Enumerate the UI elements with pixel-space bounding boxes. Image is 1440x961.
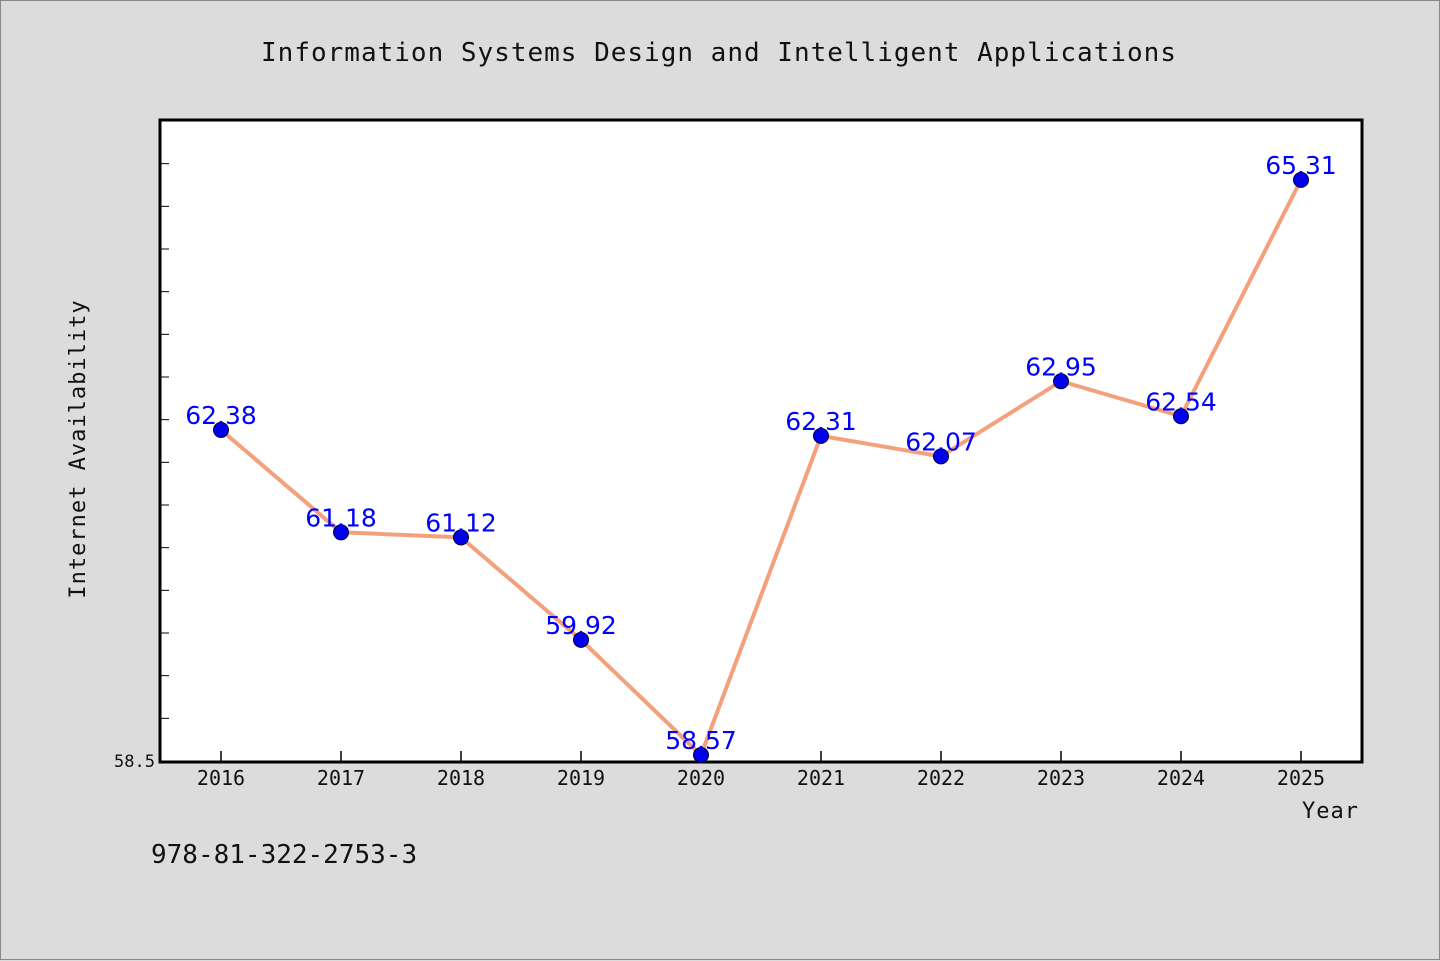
data-point (1173, 408, 1189, 425)
data-label: 65.31 (1265, 151, 1337, 180)
x-tick-label: 2021 (797, 766, 845, 790)
x-axis-label: Year (1302, 799, 1359, 824)
data-labels: 62.38 61.18 61.12 59.92 58.57 62.31 62.07 62.95… (185, 151, 1337, 755)
data-label: 62.31 (785, 407, 857, 436)
x-tick-label: 2017 (317, 766, 365, 790)
y-tick-label: 58.5 (114, 752, 155, 772)
x-tick-label: 2019 (557, 766, 605, 790)
y-axis-ticks: 58.5 (114, 120, 169, 772)
x-axis-ticks: 2016 2017 2018 2019 2020 2021 2022 2023 2024 2025 (197, 751, 1325, 790)
y-axis-label: Internet Availability (66, 299, 91, 598)
data-point (1293, 171, 1309, 188)
series-group (213, 171, 1309, 764)
data-label: 59.92 (545, 611, 617, 640)
data-label: 61.18 (305, 503, 377, 532)
x-tick-label: 2016 (197, 766, 245, 790)
data-point (693, 747, 709, 764)
data-point (1053, 373, 1069, 390)
data-label: 61.12 (425, 508, 497, 537)
data-point (933, 448, 949, 465)
data-point (813, 427, 829, 444)
x-tick-label: 2024 (1157, 766, 1205, 790)
data-point (333, 524, 349, 541)
data-label: 62.54 (1145, 387, 1217, 416)
data-label: 62.95 (1025, 352, 1097, 381)
plot-area (158, 118, 1364, 764)
x-tick-label: 2018 (437, 766, 485, 790)
series-line (219, 178, 1303, 758)
x-tick-label: 2022 (917, 766, 965, 790)
data-label: 62.38 (185, 401, 257, 430)
x-tick-label: 2023 (1037, 766, 1085, 790)
x-tick-label: 2025 (1277, 766, 1325, 790)
chart-title: Information Systems Design and Intellige… (261, 38, 1177, 68)
x-tick-label: 2020 (677, 766, 725, 790)
data-label: 58.57 (665, 726, 737, 755)
data-point (453, 529, 469, 546)
data-point (213, 421, 229, 438)
isbn-text: 978-81-322-2753-3 (151, 840, 417, 870)
data-label: 62.07 (905, 427, 977, 456)
data-point (573, 631, 589, 648)
